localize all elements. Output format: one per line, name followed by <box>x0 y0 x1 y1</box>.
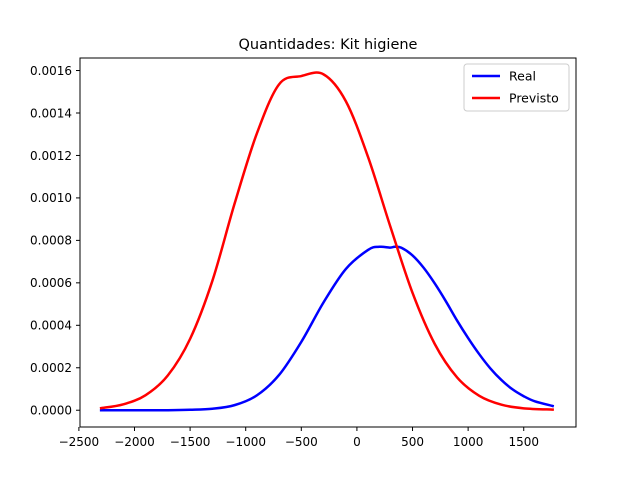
plot-area <box>79 57 577 428</box>
series-line-previsto <box>99 71 554 411</box>
y-tick-label: 0.0014 <box>30 106 72 120</box>
y-tick-label: 0.0016 <box>30 64 72 78</box>
y-tick-label: 0.0008 <box>30 234 72 248</box>
y-axis: 0.0000 0.0002 0.0004 0.0006 0.0008 0.0010 0.00… <box>30 64 80 418</box>
plot-frame <box>79 57 577 428</box>
x-tick-label: −1000 <box>225 435 266 449</box>
x-tick-label: 1500 <box>508 435 539 449</box>
x-tick-label: −500 <box>285 435 318 449</box>
x-tick-label: 1000 <box>453 435 484 449</box>
legend: Real Previsto <box>463 63 570 112</box>
x-tick-label: −1500 <box>170 435 211 449</box>
x-axis: −2500 −2000 −1500 −1000 −500 0 500 1000 1500 <box>59 427 539 449</box>
plot-background <box>80 58 576 427</box>
x-tick-label: −2000 <box>114 435 155 449</box>
series-line-real <box>99 245 555 412</box>
y-tick-label: 0.0000 <box>30 404 72 418</box>
y-tick-label: 0.0006 <box>30 276 72 290</box>
legend-label-previsto: Previsto <box>509 91 559 106</box>
y-tick-label: 0.0002 <box>30 361 72 375</box>
y-tick-label: 0.0010 <box>30 191 72 205</box>
legend-label-real: Real <box>509 69 536 84</box>
chart-title: Quantidades: Kit higiene <box>239 37 418 53</box>
x-tick-label: 0 <box>353 435 361 449</box>
x-tick-label: −2500 <box>59 435 100 449</box>
y-tick-label: 0.0004 <box>30 319 72 333</box>
y-tick-label: 0.0012 <box>30 149 72 163</box>
x-tick-label: 500 <box>401 435 424 449</box>
series-layer <box>99 71 555 412</box>
